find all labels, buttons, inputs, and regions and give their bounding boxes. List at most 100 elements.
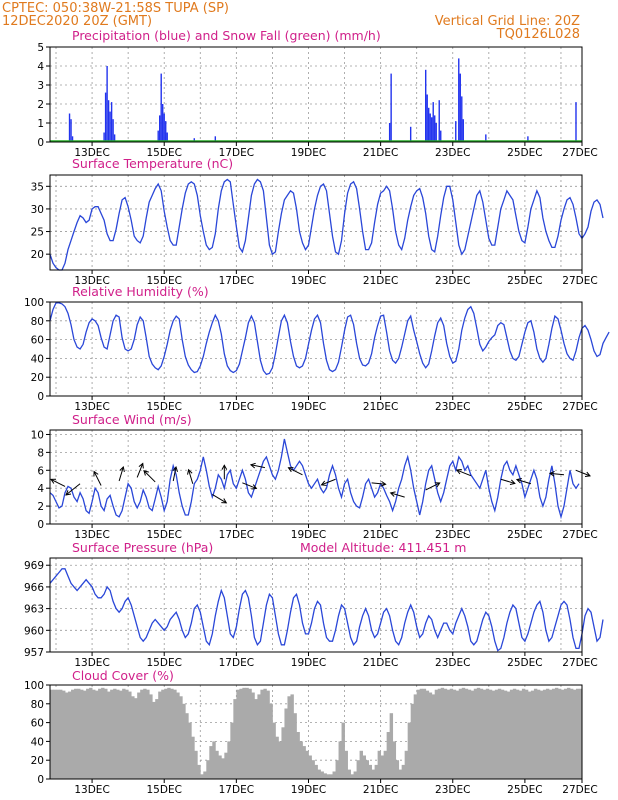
cloud-bar-58 — [224, 752, 228, 779]
cloud-bar-35 — [155, 699, 159, 779]
precip-bar-9 — [112, 119, 114, 142]
cloud-bar-137 — [461, 687, 466, 779]
pressure-xtick-label-7: 27DEC — [562, 657, 597, 669]
cloud-bar-27 — [131, 696, 135, 779]
cloud-bar-82 — [296, 732, 300, 779]
wind-arrow-4 — [136, 463, 144, 478]
wind-frame — [49, 429, 583, 525]
wind-arrow-16 — [425, 482, 440, 491]
cloud-bar-176 — [578, 688, 583, 779]
humidity-frame — [49, 301, 583, 397]
precip-bar-10 — [113, 134, 116, 142]
wind-arrow-head-16 — [434, 482, 441, 488]
cloud-bar-65 — [245, 687, 249, 779]
wind-xtick-label-4: 21DEC — [363, 529, 398, 541]
cloud-bar-57 — [221, 758, 225, 779]
cloud-bar-103 — [359, 750, 363, 779]
wind-arrow-head-19 — [515, 477, 522, 484]
cloud-bar-17 — [101, 687, 105, 779]
cloud-bar-59 — [227, 741, 231, 779]
temperature-xtick-label-6: 25DEC — [507, 275, 542, 287]
cloud-bar-102 — [356, 760, 360, 779]
cloud-bar-29 — [137, 692, 141, 779]
wind-xtick-label-0: 13DEC — [74, 529, 109, 541]
wind-arrow-head-13 — [320, 480, 327, 486]
cloud-bar-88 — [314, 764, 318, 779]
temperature-xtick-label-5: 23DEC — [435, 275, 470, 287]
wind-xtick-label-6: 25DEC — [507, 529, 542, 541]
cloud-bar-99 — [347, 769, 351, 779]
humidity-xtick-label-7: 27DEC — [562, 401, 597, 413]
humidity-ytick-label-5: 100 — [24, 297, 44, 309]
wind-arrow-1 — [65, 483, 81, 496]
precip-ytick-label-2: 2 — [37, 99, 44, 111]
wind-ytick-label-1: 2 — [37, 501, 44, 513]
cloud-bar-96 — [338, 741, 342, 779]
cloud-bar-16 — [98, 688, 102, 779]
cloud-bar-84 — [302, 746, 306, 779]
cloud-bar-71 — [263, 688, 267, 779]
precip-ytick-label-5: 5 — [37, 42, 44, 54]
cloud-bar-149 — [497, 688, 502, 779]
cloud-bar-92 — [326, 774, 330, 779]
cloud-bar-97 — [341, 722, 345, 779]
wind-arrow-7 — [188, 469, 194, 484]
cloud-bar-2 — [56, 689, 60, 779]
precip-xtick-label-5: 23DEC — [435, 147, 470, 159]
precip-bar-12 — [159, 115, 161, 142]
cloud-bar-7 — [71, 689, 75, 779]
temperature-frame — [49, 174, 583, 271]
cloud-bar-95 — [335, 760, 339, 779]
cloud-bar-22 — [116, 689, 120, 779]
model-altitude: Model Altitude: 411.451 m — [300, 540, 466, 555]
cloud-bar-114 — [392, 741, 397, 779]
cloud-bar-126 — [428, 692, 433, 779]
cloud-bar-79 — [287, 696, 291, 779]
precip-ytick-label-0: 0 — [37, 137, 44, 149]
cloud-bar-60 — [230, 722, 234, 779]
humidity-panel: 0 20 40 60 80 100 13DEC 15DEC 17DEC 19DEC 21DEC 23D… — [24, 297, 610, 413]
wind-arrow-head-5 — [143, 469, 149, 476]
cloud-bar-122 — [416, 689, 421, 779]
cloud-bar-49 — [197, 764, 201, 779]
wind-arrow-10 — [242, 482, 257, 489]
run-date: 12DEC2020 20Z (GMT) — [2, 14, 152, 29]
cloud-bar-150 — [500, 689, 505, 779]
cloud-bar-36 — [158, 691, 162, 779]
cloud-bar-78 — [284, 708, 288, 779]
cloud-bar-152 — [506, 691, 511, 779]
precip-bar-15 — [163, 113, 165, 142]
pressure-xtick-label-3: 19DEC — [291, 657, 326, 669]
cloud-bar-154 — [512, 688, 517, 779]
precip-bar-7 — [109, 111, 111, 142]
cloud-bar-76 — [278, 741, 282, 779]
precip-bar-29 — [434, 115, 436, 142]
cloud-bar-130 — [440, 687, 445, 779]
precip-xtick-label-0: 13DEC — [74, 147, 109, 159]
cloud-bar-45 — [185, 713, 189, 779]
cloud-ytick-label-0: 0 — [37, 774, 44, 786]
station-info: CPTEC: 050:38W-21:58S TUPA (SP) — [2, 1, 229, 16]
humidity-ytick-label-1: 20 — [31, 372, 44, 384]
cloud-bar-19 — [107, 691, 111, 779]
cloud-bar-37 — [161, 689, 165, 779]
cloud-bar-18 — [104, 688, 108, 779]
wind-arrow-head-20 — [548, 470, 555, 477]
cloud-bar-62 — [236, 689, 240, 779]
cloud-bar-28 — [134, 698, 138, 779]
cloud-bar-105 — [365, 760, 369, 779]
wind-arrow-head-9 — [221, 464, 228, 470]
pressure-xtick-label-0: 13DEC — [74, 657, 109, 669]
cloud-bar-119 — [407, 722, 412, 779]
wind-arrow-0 — [50, 478, 66, 487]
cloud-bar-159 — [527, 691, 532, 779]
precip-bar-0 — [68, 113, 71, 142]
cloud-bar-91 — [323, 773, 327, 779]
cloud-bar-86 — [308, 755, 312, 779]
cloud-bar-46 — [188, 722, 192, 779]
cloud-bar-128 — [434, 689, 439, 779]
wind-arrow-2 — [93, 471, 102, 486]
wind-arrow-head-10 — [251, 484, 258, 490]
humidity-ytick-label-3: 60 — [31, 335, 44, 347]
cloud-bar-55 — [215, 750, 219, 779]
